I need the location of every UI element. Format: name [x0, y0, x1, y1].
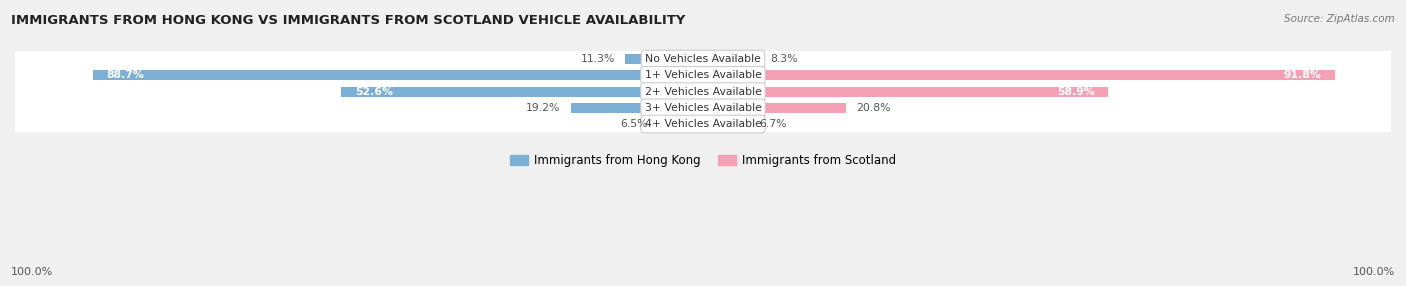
- Bar: [15, 84, 1391, 100]
- Text: 100.0%: 100.0%: [1353, 267, 1395, 277]
- Text: 6.7%: 6.7%: [759, 119, 787, 129]
- Text: 2+ Vehicles Available: 2+ Vehicles Available: [644, 87, 762, 97]
- Text: 52.6%: 52.6%: [354, 87, 392, 97]
- Text: 4+ Vehicles Available: 4+ Vehicles Available: [644, 119, 762, 129]
- Text: No Vehicles Available: No Vehicles Available: [645, 54, 761, 64]
- Text: 6.5%: 6.5%: [620, 119, 648, 129]
- Bar: [703, 87, 1108, 97]
- Text: 11.3%: 11.3%: [581, 54, 614, 64]
- Text: 100.0%: 100.0%: [11, 267, 53, 277]
- Bar: [15, 116, 1391, 132]
- Text: 88.7%: 88.7%: [107, 70, 145, 80]
- Bar: [703, 54, 761, 64]
- Bar: [93, 70, 703, 80]
- Bar: [342, 87, 703, 97]
- Bar: [703, 119, 749, 129]
- Text: 8.3%: 8.3%: [770, 54, 799, 64]
- Text: 91.8%: 91.8%: [1284, 70, 1320, 80]
- Legend: Immigrants from Hong Kong, Immigrants from Scotland: Immigrants from Hong Kong, Immigrants fr…: [505, 149, 901, 172]
- Bar: [703, 70, 1334, 80]
- Bar: [15, 51, 1391, 67]
- Bar: [626, 54, 703, 64]
- Text: 3+ Vehicles Available: 3+ Vehicles Available: [644, 103, 762, 113]
- Bar: [703, 103, 846, 113]
- Text: 1+ Vehicles Available: 1+ Vehicles Available: [644, 70, 762, 80]
- Bar: [15, 67, 1391, 84]
- Bar: [658, 119, 703, 129]
- Bar: [15, 100, 1391, 116]
- Bar: [571, 103, 703, 113]
- Text: Source: ZipAtlas.com: Source: ZipAtlas.com: [1284, 14, 1395, 24]
- Text: IMMIGRANTS FROM HONG KONG VS IMMIGRANTS FROM SCOTLAND VEHICLE AVAILABILITY: IMMIGRANTS FROM HONG KONG VS IMMIGRANTS …: [11, 14, 686, 27]
- Text: 20.8%: 20.8%: [856, 103, 891, 113]
- Text: 58.9%: 58.9%: [1057, 87, 1094, 97]
- Text: 19.2%: 19.2%: [526, 103, 561, 113]
